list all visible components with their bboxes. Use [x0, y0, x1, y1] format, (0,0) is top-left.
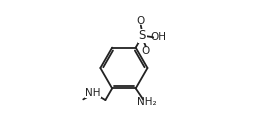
Text: S: S: [139, 29, 146, 42]
Text: O: O: [142, 46, 150, 56]
Text: O: O: [137, 16, 145, 26]
Text: NH: NH: [85, 88, 101, 98]
Text: OH: OH: [151, 32, 167, 42]
Text: S: S: [139, 29, 146, 42]
Text: NH₂: NH₂: [137, 98, 156, 107]
